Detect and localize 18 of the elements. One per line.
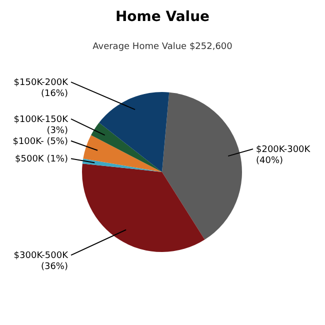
slice-label: $300K-500K	[14, 251, 70, 262]
pie-slice	[82, 158, 162, 172]
data-label: (40%)	[256, 156, 284, 166]
pie-slice	[99, 92, 170, 172]
slice-label: $100K- (5%)	[12, 136, 68, 147]
pie-slice	[90, 122, 162, 172]
slice-label: $150K-200K	[14, 78, 70, 88]
slice-label: $100K-150K	[14, 114, 70, 125]
pie-slice	[162, 92, 242, 240]
slice-label: $200K-300K	[256, 145, 312, 156]
chart-title: Home Value	[115, 9, 210, 25]
pie-slice	[82, 164, 205, 252]
data-label: (36%)	[40, 262, 68, 272]
chart-subtitle: Average Home Value $252,600	[92, 42, 233, 52]
data-label: (16%)	[40, 89, 68, 100]
pie-slice	[83, 135, 162, 172]
data-label: (3%)	[46, 126, 68, 136]
slice-label: $500K (1%)	[15, 154, 68, 165]
